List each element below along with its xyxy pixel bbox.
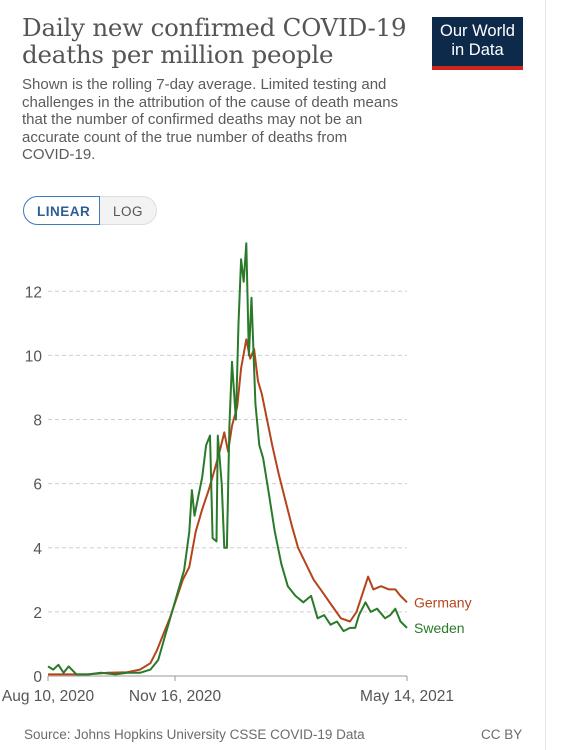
owid-logo[interactable]: Our World in Data: [432, 17, 523, 70]
series-label-germany: Germany: [414, 594, 472, 610]
y-tick-label: 4: [33, 541, 42, 558]
series-label-sweden: Sweden: [414, 620, 465, 636]
source-note[interactable]: Source: Johns Hopkins University CSSE CO…: [24, 727, 365, 742]
line-chart[interactable]: 0 2 4 6 8 10 12 Aug 10, 2020 Nov 16, 2020 May 14,…: [0, 240, 545, 715]
y-tick-label: 10: [25, 348, 43, 365]
y-tick-label: 0: [33, 669, 42, 686]
x-tick-label: Nov 16, 2020: [129, 688, 222, 705]
logo-line-2: in Data: [451, 41, 504, 59]
y-tick-label: 2: [33, 605, 42, 622]
chart-subtitle: Shown is the rolling 7-day average. Limi…: [22, 76, 399, 163]
y-tick-label: 12: [25, 284, 42, 301]
log-scale-button[interactable]: LOG: [100, 196, 157, 225]
series-line-sweden: [47, 242, 408, 676]
x-tick-label: Aug 10, 2020: [2, 688, 95, 705]
x-tick-label: May 14, 2021: [360, 688, 454, 705]
y-tick-label: 6: [33, 477, 42, 494]
logo-line-1: Our World: [440, 22, 515, 40]
chart-card: Daily new confirmed COVID-19 deaths per …: [0, 0, 546, 750]
chart-title: Daily new confirmed COVID-19 deaths per …: [22, 13, 407, 69]
license-link[interactable]: CC BY: [481, 727, 523, 742]
scale-toggle: LINEAR LOG: [23, 196, 157, 225]
y-tick-label: 8: [33, 413, 42, 430]
series-line-germany: [48, 338, 408, 676]
linear-scale-button[interactable]: LINEAR: [23, 196, 100, 225]
